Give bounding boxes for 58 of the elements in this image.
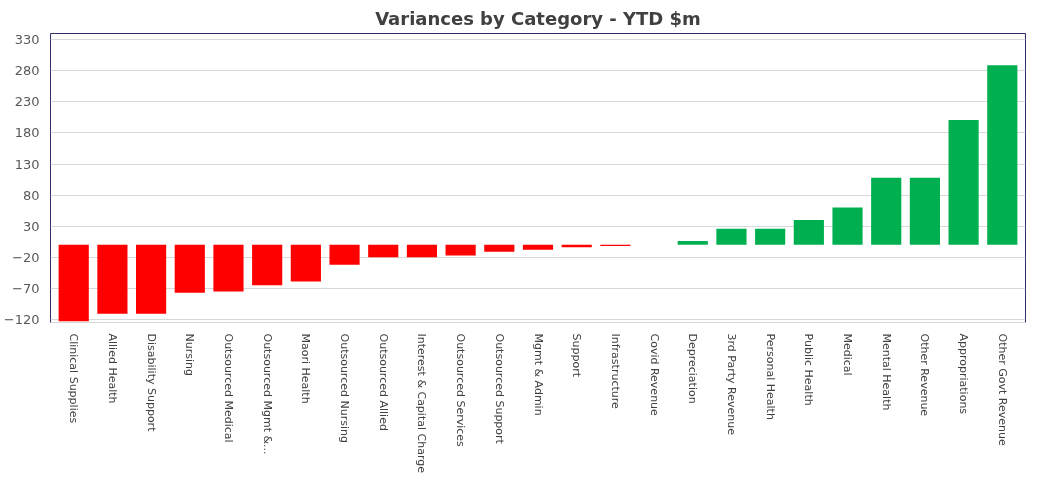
bar bbox=[290, 244, 321, 282]
x-tick-label: Allied Health bbox=[105, 333, 119, 404]
bar bbox=[793, 219, 824, 245]
bar bbox=[136, 244, 167, 314]
x-tick-label: Outsourced Medical bbox=[221, 333, 235, 443]
y-tick-label: 30 bbox=[22, 218, 40, 234]
bar bbox=[252, 244, 283, 286]
x-tick-label: Infrastructure bbox=[608, 333, 622, 409]
x-tick-label: Personal Health bbox=[763, 333, 777, 420]
bar bbox=[987, 65, 1018, 245]
x-tick-label: Outsourced Allied bbox=[376, 333, 390, 431]
y-tick-label: 130 bbox=[14, 156, 40, 172]
bar bbox=[97, 244, 128, 314]
bar bbox=[832, 207, 863, 245]
x-tick-label: Maori Health bbox=[299, 333, 313, 404]
x-tick-label: Outsourced Mgmt &... bbox=[260, 333, 274, 455]
bar bbox=[484, 244, 515, 252]
chart-title: Variances by Category - YTD $m bbox=[375, 7, 701, 29]
bar bbox=[406, 244, 438, 258]
y-tick-label: 180 bbox=[14, 125, 40, 141]
y-tick-label: 80 bbox=[22, 187, 40, 203]
x-tick-label: Nursing bbox=[183, 333, 197, 376]
x-tick-label: Disability Support bbox=[144, 333, 158, 433]
bar bbox=[716, 228, 747, 245]
bar bbox=[58, 244, 89, 322]
x-tick-label: Public Health bbox=[802, 333, 816, 406]
x-tick-label: Clinical Supplies bbox=[67, 333, 81, 424]
bar bbox=[213, 244, 244, 292]
x-tick-label: Outsourced Services bbox=[454, 333, 468, 448]
bar bbox=[755, 228, 786, 245]
y-tick-label: 230 bbox=[14, 94, 40, 110]
bar bbox=[174, 244, 205, 293]
y-tick-label: −20 bbox=[12, 249, 40, 265]
y-tick-label: 330 bbox=[14, 32, 40, 48]
x-tick-label: Appropriations bbox=[957, 333, 971, 415]
bar bbox=[368, 244, 399, 258]
bar bbox=[871, 177, 902, 245]
bar bbox=[909, 177, 940, 245]
x-tick-label: 3rd Party Revenue bbox=[724, 333, 738, 436]
x-tick-label: Covid Revenue bbox=[647, 333, 661, 417]
bar bbox=[445, 244, 476, 256]
x-tick-label: Mental Health bbox=[879, 333, 893, 411]
x-tick-label: Mgmt & Admin bbox=[531, 333, 545, 416]
x-tick-label: Other Govt Revenue bbox=[995, 333, 1009, 446]
bar bbox=[329, 244, 360, 265]
x-tick-label: Interest & Capital Charge bbox=[415, 333, 429, 474]
y-tick-label: −70 bbox=[12, 280, 40, 296]
x-tick-label: Medical bbox=[841, 333, 855, 376]
bar bbox=[677, 241, 708, 245]
bar bbox=[522, 244, 554, 250]
y-tick-label: −120 bbox=[3, 311, 40, 327]
x-tick-label: Outsourced Support bbox=[492, 333, 506, 445]
x-tick-label: Other Revenue bbox=[918, 333, 932, 417]
x-tick-label: Support bbox=[570, 333, 584, 378]
x-tick-label: Depreciation bbox=[686, 333, 700, 404]
bar bbox=[948, 119, 979, 245]
x-tick-label: Outsourced Nursing bbox=[338, 333, 352, 443]
y-tick-label: 280 bbox=[14, 63, 40, 79]
